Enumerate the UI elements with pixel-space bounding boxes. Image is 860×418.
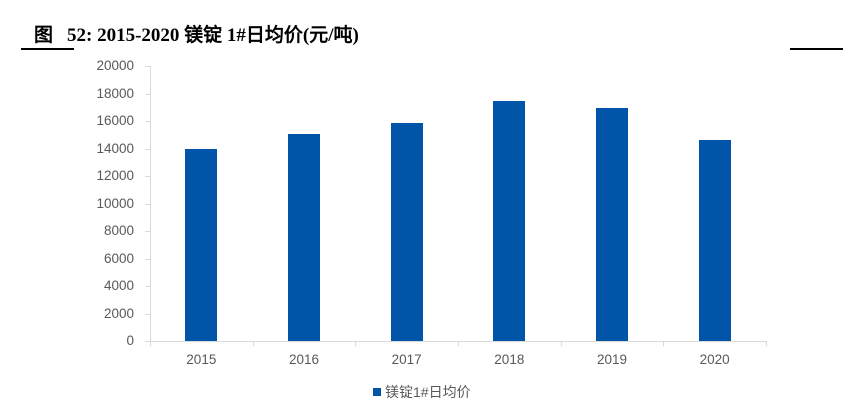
y-tick-label: 16000 [96,113,134,128]
x-tick-mark [252,341,254,346]
y-tick-mark [145,203,150,205]
bar-2020 [698,139,731,341]
x-tick-mark [150,341,151,346]
x-tick-label: 2018 [494,352,525,367]
x-tick-label: 2015 [186,352,217,367]
bar-2016 [288,134,320,341]
bar-2019 [596,107,628,341]
x-tick-label: 2020 [699,352,730,367]
figure-label: 图 [34,25,54,46]
y-tick-label: 20000 [96,58,134,73]
figure-caption: 52: 2015-2020 镁锭 1#日均价(元/吨) [67,25,359,46]
title-underline-left [21,48,74,50]
x-tick-label: 2019 [596,352,628,367]
y-tick-label: 12000 [96,168,134,183]
y-tick-mark [145,258,150,260]
y-tick-mark [145,341,150,342]
y-tick-mark [145,286,150,287]
x-tick-label: 2016 [288,352,320,367]
y-tick-label: 10000 [96,195,134,211]
figure-title: 图 52: 2015-2020 镁锭 1#日均价(元/吨) [34,20,359,47]
x-tick-mark [766,341,767,346]
title-underline-right [790,48,843,50]
bar-2015 [185,148,218,341]
legend-label: 镁锭1#日均价 [385,384,471,400]
bar-2018 [493,101,526,341]
y-tick-mark [145,176,150,177]
y-tick-mark [145,313,150,315]
x-tick-mark [663,341,665,346]
y-tick-label: 8000 [103,223,134,238]
y-axis-line [150,66,151,341]
y-tick-mark [145,93,150,95]
y-tick-label: 0 [126,333,134,348]
y-tick-label: 6000 [103,250,134,266]
y-tick-label: 2000 [103,305,134,321]
x-tick-mark [560,341,562,346]
bar-2017 [390,123,423,341]
y-tick-label: 14000 [96,140,134,156]
x-tick-label: 2017 [391,352,422,367]
y-tick-label: 4000 [103,278,134,293]
y-tick-mark [145,121,150,122]
legend-swatch [373,388,381,397]
y-tick-mark [145,148,150,150]
y-tick-label: 18000 [96,85,134,101]
y-tick-mark [145,66,150,67]
legend: 镁锭1#日均价 [373,382,471,402]
x-tick-mark [458,341,459,346]
y-tick-mark [145,231,150,232]
x-tick-mark [355,341,357,346]
